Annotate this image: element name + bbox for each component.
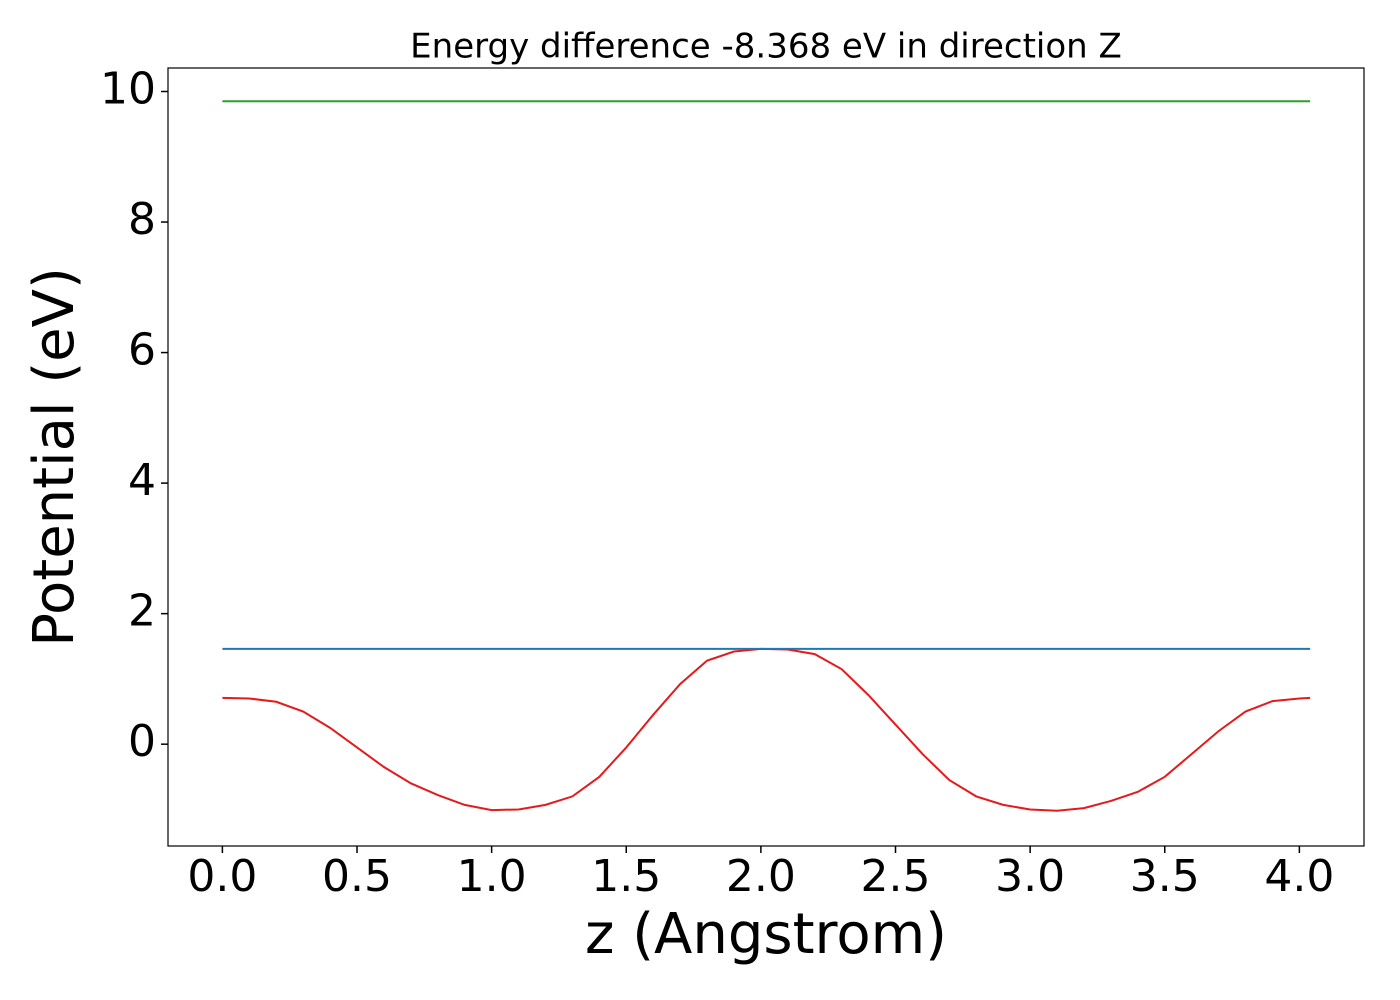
y-tick-label: 10: [100, 63, 156, 114]
y-tick-label: 4: [128, 455, 156, 506]
x-tick-label: 0.5: [322, 851, 392, 902]
plot-frame: [167, 67, 1365, 847]
chart-title: Energy difference -8.368 eV in direction…: [410, 27, 1122, 67]
y-tick-label: 0: [128, 716, 156, 767]
x-tick-label: 4.0: [1264, 851, 1334, 902]
x-tick-label: 3.5: [1130, 851, 1200, 902]
y-tick-label: 6: [128, 325, 156, 376]
x-tick-label: 2.5: [861, 851, 931, 902]
x-tick-label: 1.0: [457, 851, 527, 902]
x-tick-label: 0.0: [187, 851, 257, 902]
y-tick-label: 2: [128, 586, 156, 637]
x-axis-label: z (Angstrom): [585, 902, 947, 967]
x-tick-label: 3.0: [995, 851, 1065, 902]
x-tick-label: 2.0: [726, 851, 796, 902]
y-tick-label: 8: [128, 194, 156, 245]
x-tick-label: 1.5: [591, 851, 661, 902]
y-axis-label: Potential (eV): [22, 267, 87, 647]
